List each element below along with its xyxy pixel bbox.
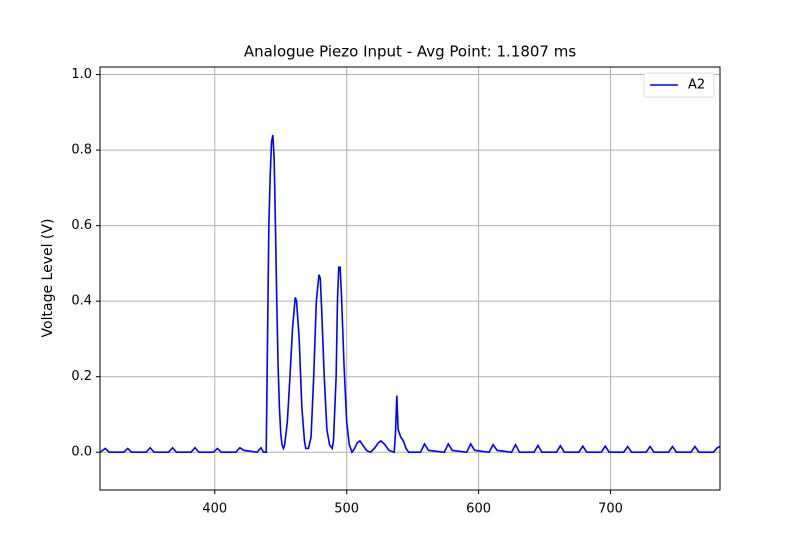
x-tick-label: 600: [466, 502, 491, 517]
x-tick-label: 500: [334, 502, 359, 517]
legend-label: A2: [688, 78, 705, 93]
y-tick-label: 1.0: [71, 67, 92, 82]
x-tick-label: 400: [202, 502, 227, 517]
y-tick-label: 0.8: [71, 143, 92, 158]
y-tick-label: 0.2: [71, 369, 92, 384]
y-tick-label: 0.0: [71, 445, 92, 460]
chart-title: Analogue Piezo Input - Avg Point: 1.1807…: [244, 43, 577, 61]
x-tick-label: 700: [598, 502, 623, 517]
legend-box: [643, 72, 715, 98]
data-line: [100, 134, 720, 454]
y-axis-label: Voltage Level (V): [40, 219, 56, 338]
y-tick-label: 0.4: [71, 294, 92, 309]
y-tick-label: 0.6: [71, 218, 92, 233]
axes-frame: [99, 66, 721, 491]
